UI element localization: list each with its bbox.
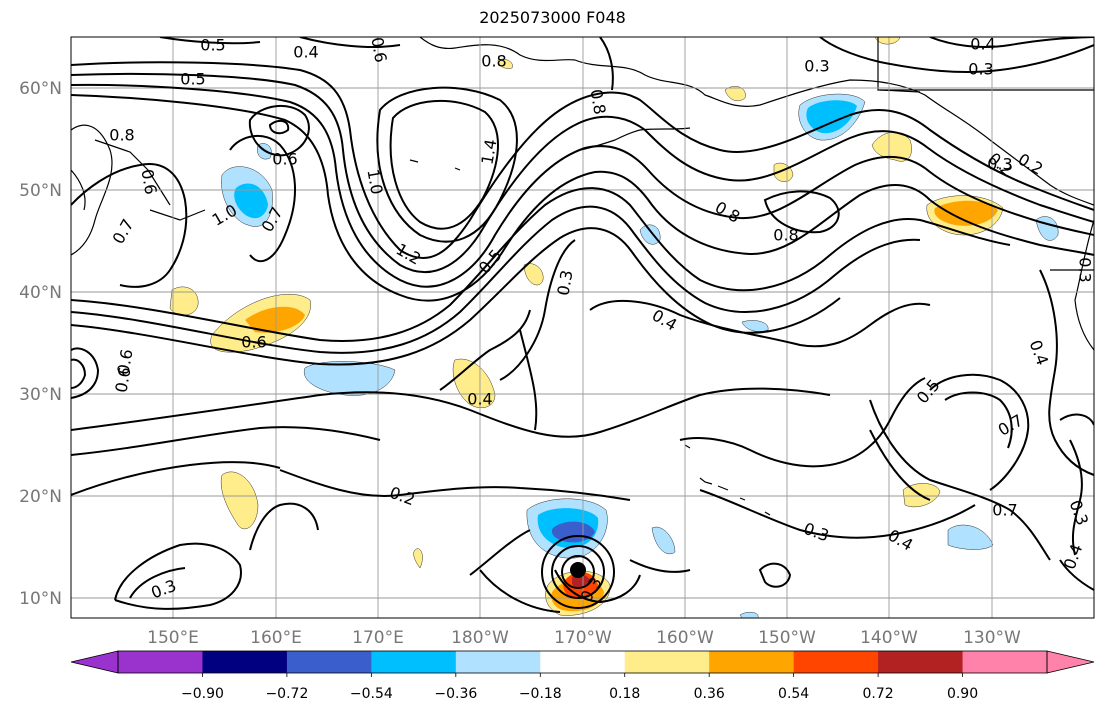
contour-label: 0.8 [773, 226, 798, 245]
contour-label: 0.6 [137, 168, 160, 196]
shaded-anomalies [169, 37, 1059, 618]
colorbar-segment [540, 651, 626, 673]
colorbar-segment [624, 651, 710, 673]
contour-label: 1.4 [477, 138, 500, 166]
colorbar-tick-label: −0.90 [181, 686, 224, 702]
contour-label: 0.3 [801, 519, 831, 546]
contour-label: 0.4 [1060, 541, 1087, 571]
contour-label: 0.7 [992, 501, 1017, 520]
contour-label: 0.6 [272, 150, 297, 169]
contour-label: 0.4 [467, 390, 492, 409]
colorbar-segment [878, 651, 964, 673]
lon-tick-label: 150°W [758, 628, 816, 648]
lon-tick-label: 170°E [352, 628, 404, 648]
colorbar-segment [286, 651, 372, 673]
gridlines [71, 37, 1094, 618]
colorbar-segment [202, 651, 288, 673]
contour-label: 0.7 [995, 411, 1027, 440]
contour-label: 0.4 [970, 35, 995, 54]
lon-tick-label: 140°W [860, 628, 918, 648]
lon-tick-label: 170°W [554, 628, 612, 648]
colorbar-tick-label: 0.72 [863, 686, 894, 702]
contour-label: 0.5 [913, 376, 944, 408]
longitude-tick-labels: 150°E 160°E 170°E 180°W 170°W 160°W 150°W 140°W… [147, 628, 1021, 648]
lat-tick-label: 50°N [19, 181, 62, 201]
contour-lines [71, 37, 1094, 613]
colorbar-segment [709, 651, 795, 673]
colorbar-segment [118, 651, 203, 673]
colorbar-tick-label: −0.36 [434, 686, 477, 702]
latitude-tick-labels: 60°N 50°N 40°N 30°N 20°N 10°N [19, 79, 62, 609]
colorbar-segment [371, 651, 457, 673]
colorbar-tick-label: −0.18 [519, 686, 562, 702]
contour-label: 0.6 [367, 36, 390, 64]
colorbar-tick-label: 0.90 [947, 686, 978, 702]
contour-label: 0.8 [481, 52, 506, 71]
colorbar-segment [455, 651, 541, 673]
contour-label: 0.6 [111, 366, 134, 394]
lon-tick-label: 180°W [451, 628, 509, 648]
contour-label: 0.8 [109, 126, 134, 145]
colorbar-tick-label: −0.72 [265, 686, 308, 702]
lat-tick-label: 20°N [19, 487, 62, 507]
contour-label: 0.4 [293, 43, 318, 62]
lat-tick-label: 10°N [19, 589, 62, 609]
lon-tick-label: 160°W [656, 628, 714, 648]
colorbar-segment [793, 651, 879, 673]
colorbar-min-extension [70, 650, 119, 674]
colorbar-frame [117, 650, 1048, 674]
lon-tick-label: 160°E [250, 628, 302, 648]
colorbar-tick-label: −0.54 [350, 686, 393, 702]
contour-label: 0.3 [987, 155, 1012, 174]
lat-tick-label: 60°N [19, 79, 62, 99]
contour-label: 0.3 [553, 269, 576, 297]
colorbar-max-extension [1046, 650, 1095, 674]
contour-label: 0.6 [241, 333, 266, 352]
contour-label: 0.7 [109, 216, 138, 248]
contour-label: 0.6 [113, 348, 136, 376]
colorbar-segment [962, 651, 1048, 673]
contour-label: 0.3 [1076, 257, 1095, 282]
coastlines [71, 37, 1094, 516]
contour-label: 0.4 [1026, 337, 1053, 367]
map-frame [70, 36, 1095, 619]
lon-tick-label: 150°E [147, 628, 199, 648]
contour-label: 0.3 [1066, 497, 1093, 527]
contour-label: 1.0 [363, 168, 386, 196]
colorbar: −0.90 −0.72 −0.54 −0.36 −0.18 0.18 0.36 0.54 0.7… [70, 650, 1095, 702]
contour-label: 0.5 [180, 70, 205, 89]
cyclone-center-marker [570, 562, 586, 578]
colorbar-tick-label: 0.36 [694, 686, 725, 702]
contour-label: 0.8 [586, 88, 609, 116]
contour-label: 0.3 [804, 57, 829, 76]
contour-label: 0.8 [712, 198, 744, 227]
lon-tick-label: 130°W [963, 628, 1021, 648]
contour-label: 0.4 [649, 306, 681, 335]
lat-tick-label: 40°N [19, 283, 62, 303]
lat-tick-label: 30°N [19, 385, 62, 405]
colorbar-tick-label: 0.54 [778, 686, 809, 702]
contour-label: 0.3 [968, 60, 993, 79]
colorbar-tick-label: 0.18 [609, 686, 640, 702]
contour-label: 0.2 [1015, 150, 1047, 179]
contour-label: 0.2 [387, 483, 417, 510]
map-title: 2025073000 F048 [479, 8, 626, 27]
contour-label: 0.5 [200, 36, 225, 55]
